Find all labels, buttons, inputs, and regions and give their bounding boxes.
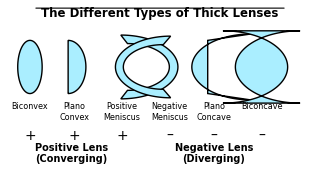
Text: Plano
Concave: Plano Concave [196,102,231,122]
Text: +: + [68,129,80,143]
Polygon shape [116,36,171,98]
Text: +: + [116,129,128,143]
Polygon shape [18,40,42,94]
Text: Biconcave: Biconcave [241,102,282,111]
Text: Plano
Convex: Plano Convex [59,102,89,122]
Text: Negative Lens
(Diverging): Negative Lens (Diverging) [175,143,253,165]
Polygon shape [192,34,251,100]
Text: –: – [166,129,173,143]
Polygon shape [68,40,86,94]
Text: Positive
Meniscus: Positive Meniscus [103,102,140,122]
Text: The Different Types of Thick Lenses: The Different Types of Thick Lenses [41,7,279,20]
Text: Biconvex: Biconvex [12,102,48,111]
Polygon shape [223,31,300,103]
Polygon shape [121,35,178,99]
Text: Negative
Meniscus: Negative Meniscus [151,102,188,122]
Text: Positive Lens
(Converging): Positive Lens (Converging) [35,143,108,165]
Text: –: – [258,129,265,143]
Text: +: + [24,129,36,143]
Text: –: – [211,129,217,143]
